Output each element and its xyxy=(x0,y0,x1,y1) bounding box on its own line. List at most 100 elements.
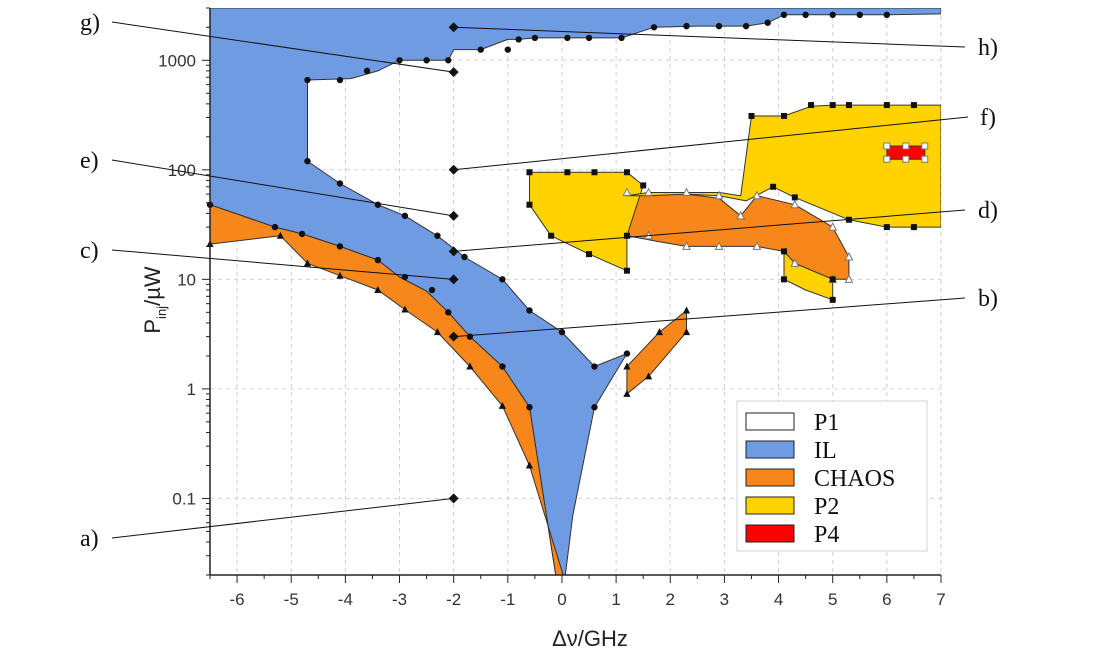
y-tick-label: 0.1 xyxy=(172,489,196,508)
boundary-marker-open-triangle xyxy=(682,187,691,197)
y-axis-title-unit: /µW xyxy=(140,266,165,306)
boundary-marker-square xyxy=(640,182,647,189)
legend-swatch xyxy=(745,412,795,431)
region-chaos xyxy=(210,204,564,575)
legend-label: P1 xyxy=(814,410,839,436)
boundary-marker-open-triangle xyxy=(752,190,762,200)
boundary-marker-circle xyxy=(742,22,750,30)
boundary-marker-square xyxy=(748,112,755,119)
annotation-label: f) xyxy=(980,105,996,131)
boundary-marker-open-square xyxy=(921,142,929,150)
boundary-marker-circle xyxy=(564,34,571,42)
y-tick-label: 1 xyxy=(187,380,196,399)
boundary-marker-triangle xyxy=(374,285,382,293)
boundary-marker-triangle xyxy=(682,306,691,314)
boundary-marker-square xyxy=(770,183,777,190)
boundary-marker-circle xyxy=(271,223,279,231)
annotation-label: b) xyxy=(978,286,998,312)
boundary-marker-open-triangle xyxy=(844,274,854,283)
x-tick-label: -1 xyxy=(500,590,515,609)
boundary-marker-square xyxy=(586,251,593,258)
boundary-marker-open-square xyxy=(902,155,910,163)
boundary-marker-triangle xyxy=(623,362,631,370)
boundary-marker-open-triangle xyxy=(714,190,724,200)
annotation-point xyxy=(448,274,459,285)
boundary-marker-circle xyxy=(445,309,452,316)
axes: -6 -5 -4 -3 -2 -1 0 1 2 3 4 5 6 7 0.1 1 10 100 1000 xyxy=(158,7,946,609)
boundary-marker-circle xyxy=(374,256,382,264)
boundary-marker-circle xyxy=(304,157,311,165)
boundary-marker-open-triangle xyxy=(682,241,691,250)
boundary-marker-circle xyxy=(445,57,452,64)
boundary-marker-triangle xyxy=(525,461,534,469)
boundary-marker-square xyxy=(623,169,630,176)
boundary-marker-circle xyxy=(396,57,403,64)
legend-swatch xyxy=(745,440,795,459)
boundary-marker-square xyxy=(808,102,815,109)
boundary-marker-circle xyxy=(461,253,468,261)
boundary-marker-circle xyxy=(780,11,788,19)
x-axis-title: Δν/GHz xyxy=(552,626,628,651)
annotations: a) b) c) d) e) f) g) h) xyxy=(80,10,998,552)
annotation-label: a) xyxy=(80,526,99,552)
boundary-marker-circle xyxy=(883,11,891,19)
boundary-marker-circle xyxy=(499,276,506,283)
boundary-marker-circle xyxy=(336,76,344,84)
annotation-point xyxy=(448,246,459,257)
boundary-markers xyxy=(206,11,929,469)
boundary-marker-open-square xyxy=(921,155,929,163)
x-tick-label: 3 xyxy=(720,590,729,609)
boundary-marker-open-triangle xyxy=(714,241,724,250)
boundary-marker-circle xyxy=(526,404,533,411)
boundary-marker-open-triangle xyxy=(622,187,632,197)
annotation-label: h) xyxy=(978,35,998,61)
annotation-leader-line xyxy=(453,209,966,252)
boundary-marker-circle xyxy=(829,11,836,19)
legend-swatch xyxy=(745,468,795,487)
boundary-marker-circle xyxy=(526,307,533,314)
y-axis-title: Pinj/µW xyxy=(140,266,169,333)
x-tick-label: -4 xyxy=(338,590,353,609)
boundary-marker-circle xyxy=(558,328,566,336)
boundary-marker-circle xyxy=(683,22,690,30)
legend-label: P4 xyxy=(814,522,839,548)
boundary-marker-circle xyxy=(650,24,658,31)
boundary-marker-circle xyxy=(304,76,311,84)
y-axis-title-sub: inj xyxy=(154,306,169,319)
legend-label: IL xyxy=(814,438,837,464)
boundary-marker-triangle xyxy=(401,305,409,313)
annotation-leader-line xyxy=(111,21,454,73)
boundary-marker-square xyxy=(780,112,787,119)
boundary-marker-square xyxy=(564,169,571,176)
boundary-marker-circle xyxy=(591,404,598,411)
boundary-marker-square xyxy=(829,276,836,283)
x-tick-label: -2 xyxy=(446,590,461,609)
y-tick-label: 1000 xyxy=(158,51,196,70)
legend-label: CHAOS xyxy=(814,466,895,492)
boundary-marker-square xyxy=(526,201,533,208)
boundary-marker-square xyxy=(829,102,836,109)
boundary-marker-circle xyxy=(336,180,344,187)
boundary-marker-square xyxy=(829,296,836,303)
annotation-point xyxy=(448,164,459,175)
boundary-marker-circle xyxy=(591,363,598,370)
boundary-marker-triangle xyxy=(433,328,442,336)
boundary-marker-circle xyxy=(477,46,484,53)
annotation-leader-line xyxy=(111,249,454,280)
boundary-marker-square xyxy=(548,232,555,239)
annotation-label: e) xyxy=(80,148,99,174)
boundary-marker-open-triangle xyxy=(790,199,800,209)
x-tick-label: -3 xyxy=(392,590,407,609)
x-tick-label: 2 xyxy=(666,590,675,609)
y-axis-title-main: P xyxy=(140,319,165,334)
x-tick-label: 4 xyxy=(774,590,783,609)
boundary-marker-square xyxy=(883,224,890,231)
annotation-point xyxy=(448,67,459,78)
x-tick-label: -6 xyxy=(230,590,245,609)
boundary-marker-triangle xyxy=(498,401,506,409)
annotation-point xyxy=(448,331,459,342)
svg-text:Pinj/µW: Pinj/µW xyxy=(140,266,169,333)
annotation-leader-line xyxy=(453,116,969,171)
annotation-label: c) xyxy=(80,238,99,264)
